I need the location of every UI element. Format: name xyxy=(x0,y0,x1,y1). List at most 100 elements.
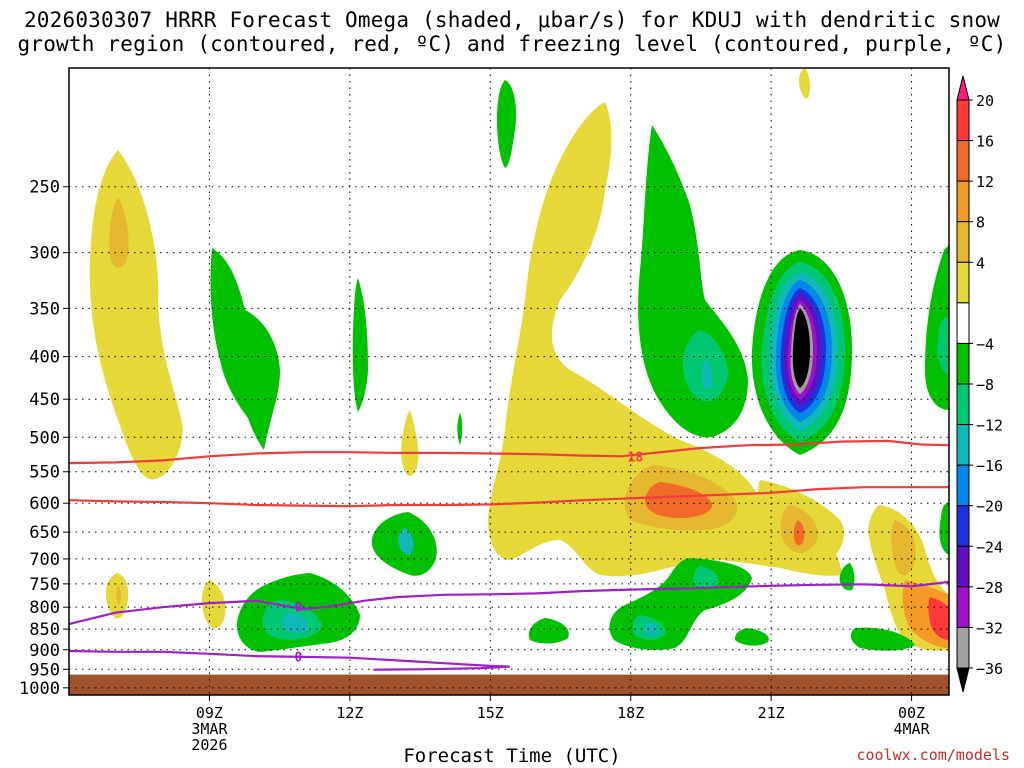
omega-region xyxy=(702,360,713,390)
x-tick-label: 12Z xyxy=(336,704,363,722)
contour-line xyxy=(69,580,949,626)
x-tick-label: 3MAR xyxy=(191,720,228,738)
ground-fill xyxy=(69,674,949,695)
colorbar-arrow-bottom xyxy=(956,667,970,693)
grid-lines xyxy=(69,68,949,695)
omega-region xyxy=(799,68,811,99)
colorbar-label: 4 xyxy=(976,254,985,272)
contour-label: 18 xyxy=(628,450,644,465)
omega-region xyxy=(109,197,129,268)
credit-link[interactable]: coolwx.com/models xyxy=(856,746,1010,764)
y-tick-label: 550 xyxy=(29,463,60,483)
omega-region xyxy=(89,150,183,480)
colorbar-label: −36 xyxy=(976,660,1003,678)
contour-line xyxy=(69,486,949,508)
colorbar-label: 8 xyxy=(976,214,985,232)
y-tick-label: 850 xyxy=(29,620,60,640)
omega-region xyxy=(457,413,463,445)
ground-layer xyxy=(69,674,949,695)
colorbar-swatch xyxy=(956,261,970,304)
x-tick-label: 2026 xyxy=(191,736,227,754)
colorbar-label: −32 xyxy=(976,619,1003,637)
colorbar-label: −12 xyxy=(976,417,1003,435)
omega-region xyxy=(937,315,949,375)
contour-label: 0 xyxy=(294,600,302,615)
colorbar-arrow-top xyxy=(956,75,970,101)
colorbar-swatch xyxy=(956,586,970,628)
omega-region xyxy=(116,585,122,605)
y-tick-label: 800 xyxy=(29,598,60,618)
colorbar-swatch xyxy=(956,505,970,547)
y-tick-label: 600 xyxy=(29,494,60,514)
x-tick-label: 21Z xyxy=(758,704,785,722)
omega-shading xyxy=(89,68,949,652)
omega-region xyxy=(792,308,810,388)
omega-region xyxy=(644,622,658,636)
colorbar: 20 16 12 8 4 −4 −8 −12 −16 −20 −24 −28 −32 −36 xyxy=(956,75,1003,693)
x-tick-label: 18Z xyxy=(617,704,644,722)
colorbar-label: −20 xyxy=(976,498,1003,516)
y-axis: 2503003504004505005506006507007508008509… xyxy=(19,178,69,699)
y-tick-label: 400 xyxy=(29,348,60,368)
y-tick-label: 500 xyxy=(29,428,60,448)
omega-region xyxy=(645,482,713,518)
omega-region xyxy=(897,532,905,567)
omega-region xyxy=(850,627,915,651)
colorbar-label: −4 xyxy=(976,335,994,353)
omega-region xyxy=(401,410,419,476)
x-tick-label: 09Z xyxy=(196,704,223,722)
omega-region xyxy=(839,563,855,591)
plot-frame xyxy=(68,67,950,696)
colorbar-label: −28 xyxy=(976,579,1003,597)
omega-region xyxy=(734,628,769,646)
colorbar-label: 12 xyxy=(976,173,994,191)
y-tick-label: 650 xyxy=(29,523,60,543)
colorbar-label: −24 xyxy=(976,538,1003,556)
omega-region xyxy=(939,502,949,555)
omega-region xyxy=(281,612,309,634)
chart-title: 2026030307 HRRR Forecast Omega (shaded, … xyxy=(0,8,1024,56)
y-tick-label: 900 xyxy=(29,641,60,661)
omega-region xyxy=(693,566,719,589)
omega-region xyxy=(488,102,842,577)
colorbar-label: 16 xyxy=(976,133,994,151)
contour-line xyxy=(69,649,511,671)
omega-region xyxy=(497,80,517,168)
omega-region xyxy=(793,520,805,546)
colorbar-swatch xyxy=(956,140,970,182)
omega-region xyxy=(398,528,414,556)
colorbar-label: −8 xyxy=(976,376,994,394)
omega-region xyxy=(528,618,569,644)
y-tick-label: 250 xyxy=(29,178,60,198)
y-tick-label: 450 xyxy=(29,390,60,410)
omega-region xyxy=(352,278,368,412)
x-tick-label: 4MAR xyxy=(893,720,930,738)
y-tick-label: 300 xyxy=(29,244,60,264)
colorbar-label: 20 xyxy=(976,92,994,110)
y-tick-label: 750 xyxy=(29,575,60,595)
y-tick-label: 350 xyxy=(29,299,60,319)
colorbar-swatch xyxy=(956,221,970,263)
colorbar-swatch xyxy=(956,342,970,385)
colorbar-swatch xyxy=(956,424,970,466)
x-tick-label: 00Z xyxy=(898,704,925,722)
omega-region xyxy=(210,248,280,450)
colorbar-label: −16 xyxy=(976,457,1003,475)
colorbar-swatch xyxy=(956,626,970,669)
chart-title-line-1: 2026030307 HRRR Forecast Omega (shaded, … xyxy=(23,8,1001,32)
contour-line xyxy=(69,439,949,465)
colorbar-swatch xyxy=(956,302,970,344)
colorbar-swatch xyxy=(956,383,970,426)
y-tick-label: 950 xyxy=(29,660,60,680)
colorbar-swatch xyxy=(956,99,970,142)
y-tick-label: 1000 xyxy=(19,679,60,699)
x-axis-title: Forecast Time (UTC) xyxy=(403,745,621,767)
y-tick-label: 700 xyxy=(29,550,60,570)
omega-region xyxy=(201,580,226,629)
chart-title-line-2: growth region (contoured, red, ºC) and f… xyxy=(17,32,1007,56)
contour-label: 0 xyxy=(294,651,302,666)
x-tick-label: 15Z xyxy=(477,704,504,722)
